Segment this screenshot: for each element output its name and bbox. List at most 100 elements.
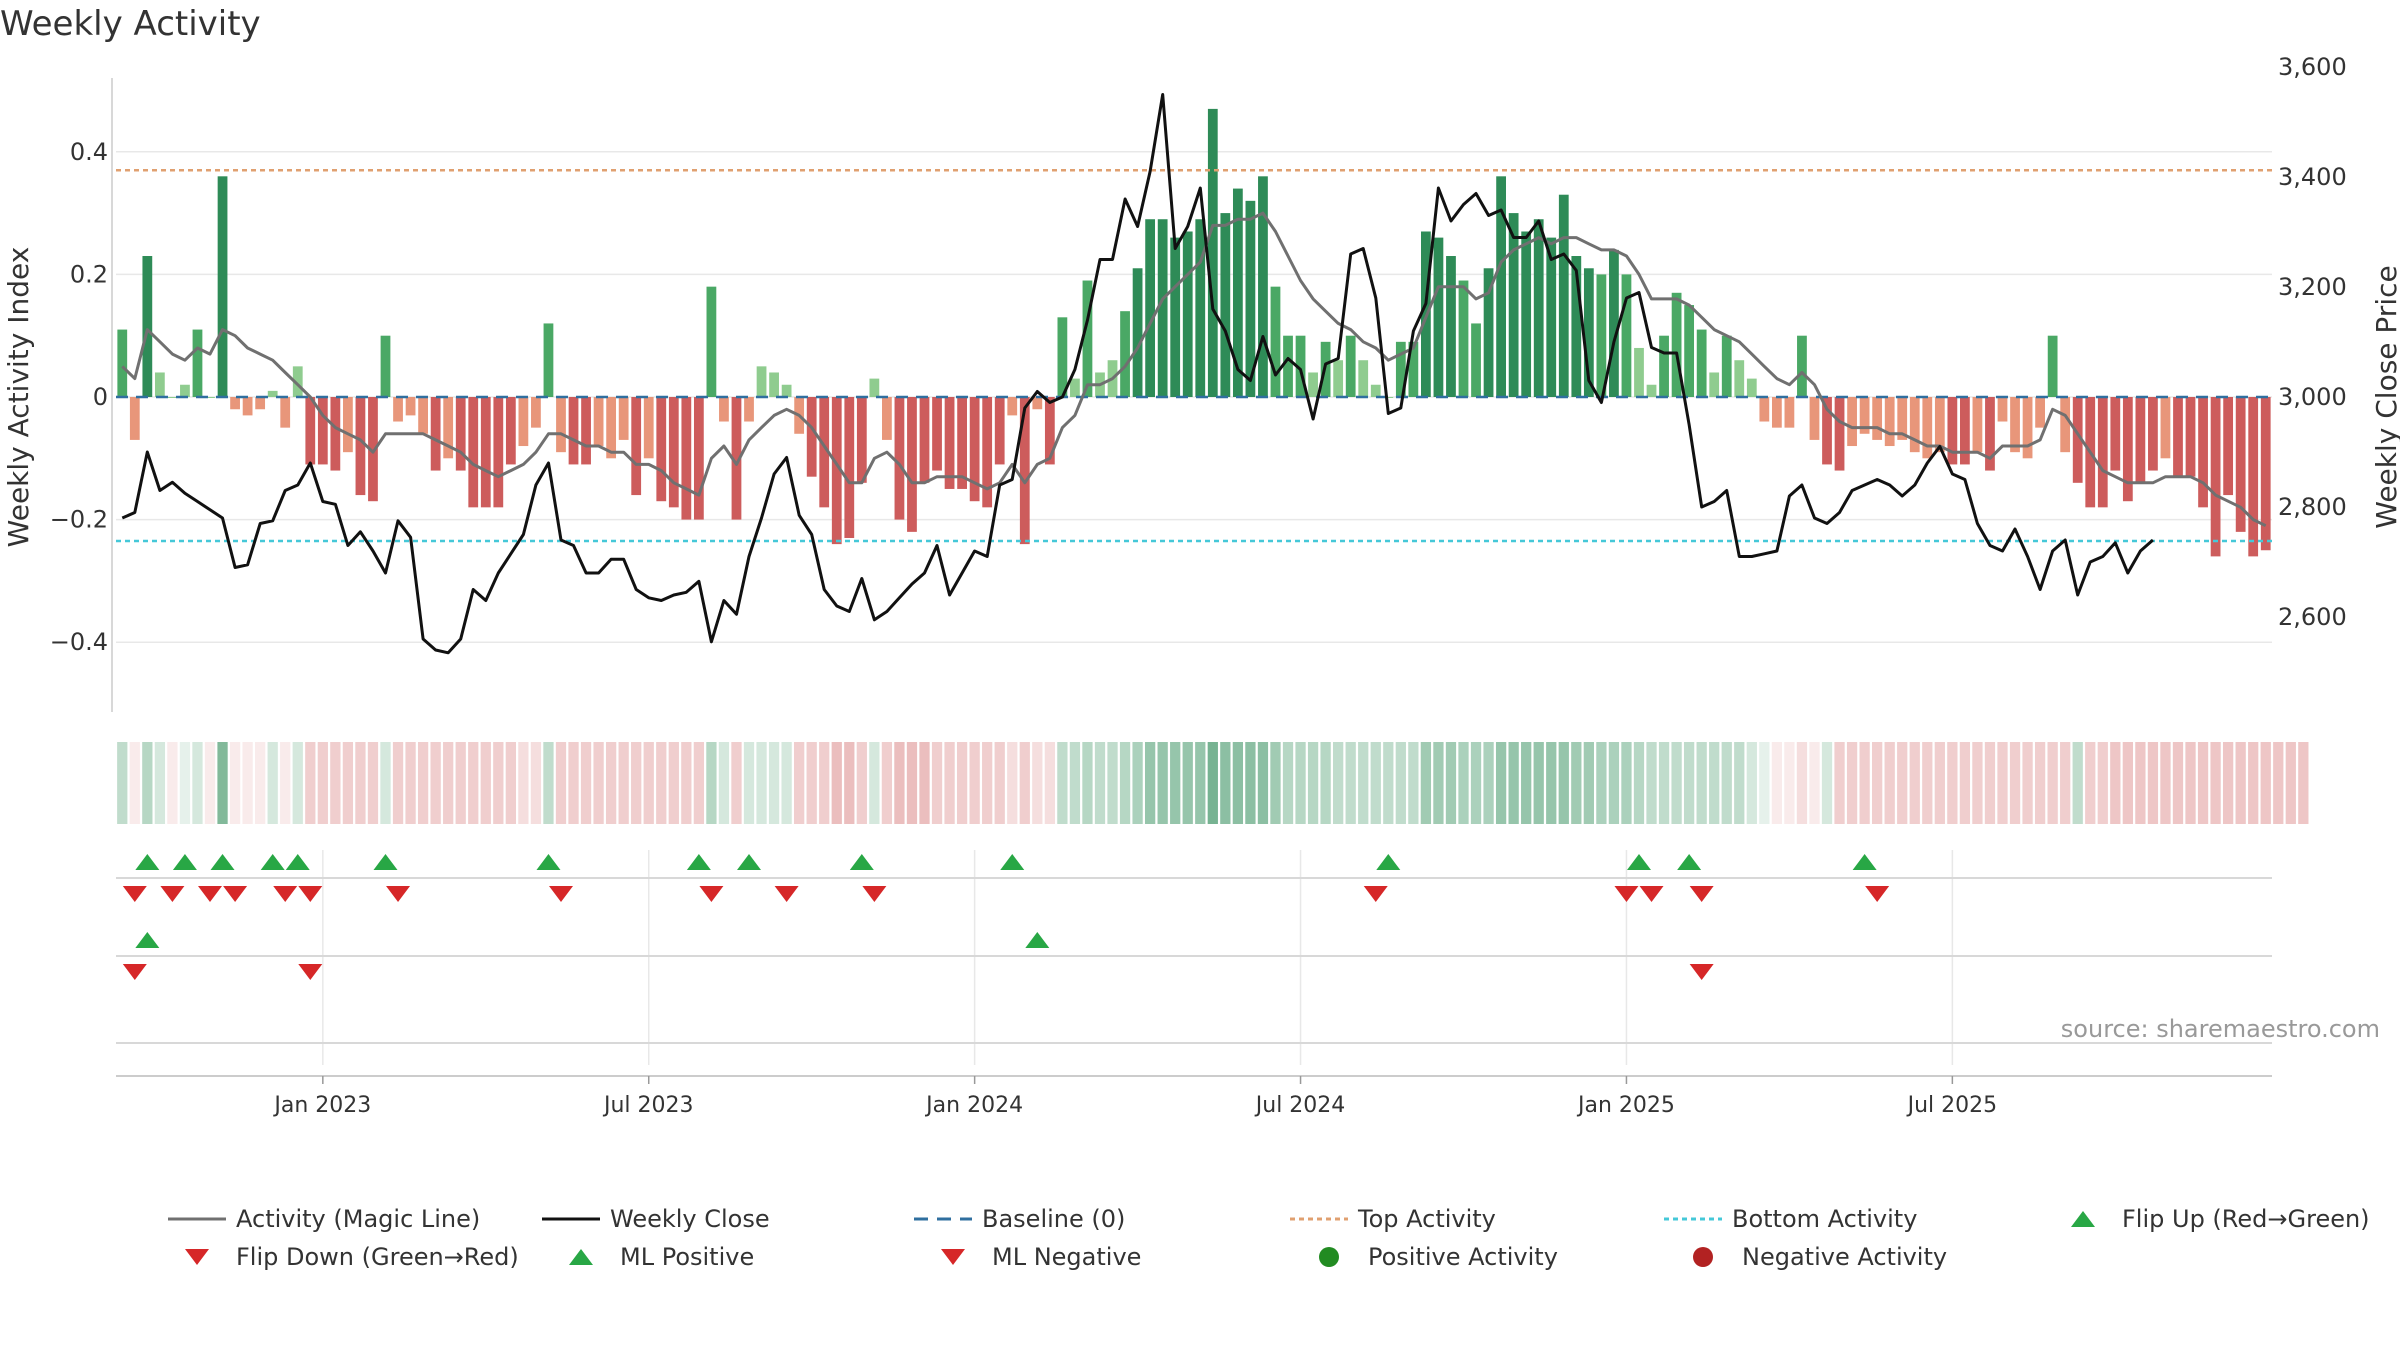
activity-bar <box>468 397 479 508</box>
strip-cell <box>2248 742 2259 824</box>
activity-bars <box>117 108 2271 557</box>
activity-bar <box>1132 268 1143 397</box>
strip-cell <box>430 742 441 824</box>
strip-cell <box>944 742 955 824</box>
flip-down-marker <box>1689 886 1714 902</box>
strip-cell <box>580 742 592 824</box>
strip-cell <box>229 742 241 824</box>
legend-item: Negative Activity <box>1672 1243 1947 1271</box>
strip-cell <box>1445 742 1457 824</box>
flip-up-marker <box>260 854 285 870</box>
strip-cell <box>1984 742 1996 824</box>
strip-cell <box>2172 742 2184 824</box>
strip-cell <box>1195 742 1206 824</box>
axes: −0.4 −0.2 0 0.2 0.4 2,600 2,800 3,000 3,200 3,400… <box>2 53 2400 712</box>
activity-bar <box>129 397 140 440</box>
strip-cell <box>1170 742 1181 824</box>
activity-bar <box>2035 397 2045 428</box>
activity-bar <box>1383 397 1394 398</box>
activity-bar <box>2173 397 2183 477</box>
strip-cell <box>555 742 567 824</box>
strip-cell <box>1796 742 1808 824</box>
flip-down-marker <box>1639 886 1664 902</box>
strip-cell <box>1395 742 1406 824</box>
activity-bar <box>831 397 842 545</box>
activity-bar <box>2047 335 2058 397</box>
strip-cell <box>1245 742 1256 824</box>
y2-tick-label: 3,600 <box>2278 53 2347 81</box>
strip-cell <box>1633 742 1645 824</box>
strip-cell <box>2285 742 2296 824</box>
strip-cell <box>593 742 604 824</box>
flip-down-marker <box>774 886 799 902</box>
strip-cell <box>931 742 943 824</box>
activity-bar <box>1646 384 1657 397</box>
strip-cell <box>2210 742 2221 824</box>
strip-cell <box>2110 742 2121 824</box>
y2-tick-label: 3,200 <box>2278 273 2347 301</box>
strip-cell <box>1320 742 1331 824</box>
activity-bar <box>1483 268 1494 397</box>
strip-cell <box>1671 742 1682 824</box>
activity-bar <box>1220 213 1231 397</box>
activity-bar <box>1333 360 1344 397</box>
strip-cell <box>1019 742 1030 824</box>
activity-bar <box>1232 188 1243 397</box>
activity-bar <box>1684 305 1695 397</box>
activity-bar <box>781 384 792 397</box>
strip-cell <box>1132 742 1143 824</box>
strip-cell <box>1759 742 1770 824</box>
strip-cell <box>179 742 191 824</box>
activity-bar <box>907 397 917 532</box>
ml-negative-marker <box>1689 964 1714 980</box>
activity-bar <box>1822 397 1832 465</box>
flip-up-marker <box>1852 854 1877 870</box>
line-dotted-cyan-icon <box>1662 1205 1724 1233</box>
strip-cell <box>781 742 792 824</box>
activity-bar <box>932 397 942 471</box>
strip-cell <box>330 742 341 824</box>
activity-bar <box>693 397 704 520</box>
activity-bar <box>2185 397 2196 477</box>
activity-bar <box>1370 384 1381 397</box>
activity-bar <box>480 397 491 508</box>
strip-cell <box>2047 742 2058 824</box>
strip-cell <box>2298 742 2309 824</box>
magic-line <box>121 211 2267 528</box>
strip-cell <box>2085 742 2096 824</box>
activity-bar <box>706 286 717 397</box>
legend-label: Baseline (0) <box>982 1205 1126 1233</box>
strip-cell <box>167 742 178 824</box>
activity-bar <box>556 397 566 453</box>
activity-bar <box>1044 397 1055 465</box>
activity-bar <box>1621 274 1632 397</box>
strip-cell <box>1420 742 1432 824</box>
activity-bar <box>1859 397 1870 434</box>
strip-cell <box>1872 742 1883 824</box>
activity-bar <box>1583 268 1594 397</box>
strip-cell <box>342 742 354 824</box>
legend-item: Baseline (0) <box>912 1205 1125 1233</box>
flip-down-marker <box>160 886 185 902</box>
strip-cell <box>1959 742 1971 824</box>
strip-cell <box>1784 742 1795 824</box>
activity-bar <box>1571 256 1582 397</box>
activity-bar <box>1809 397 1820 440</box>
activity-bar <box>1195 219 1206 397</box>
activity-bar <box>330 397 341 471</box>
legend-item: ML Negative <box>922 1243 1141 1271</box>
strip-cell <box>2160 742 2171 824</box>
activity-bar <box>180 384 190 397</box>
strip-cell <box>1333 742 1344 824</box>
strip-cell <box>468 742 479 824</box>
activity-bar <box>681 397 692 520</box>
activity-bar <box>1508 213 1519 397</box>
strip-cell <box>129 742 140 824</box>
flip-up-marker <box>285 854 310 870</box>
strip-cell <box>1771 742 1783 824</box>
strip-cell <box>142 742 153 824</box>
flip-down-marker <box>298 886 323 902</box>
activity-bar <box>1659 335 1669 397</box>
strip-cell <box>2273 742 2284 824</box>
activity-bar <box>1070 378 1080 397</box>
